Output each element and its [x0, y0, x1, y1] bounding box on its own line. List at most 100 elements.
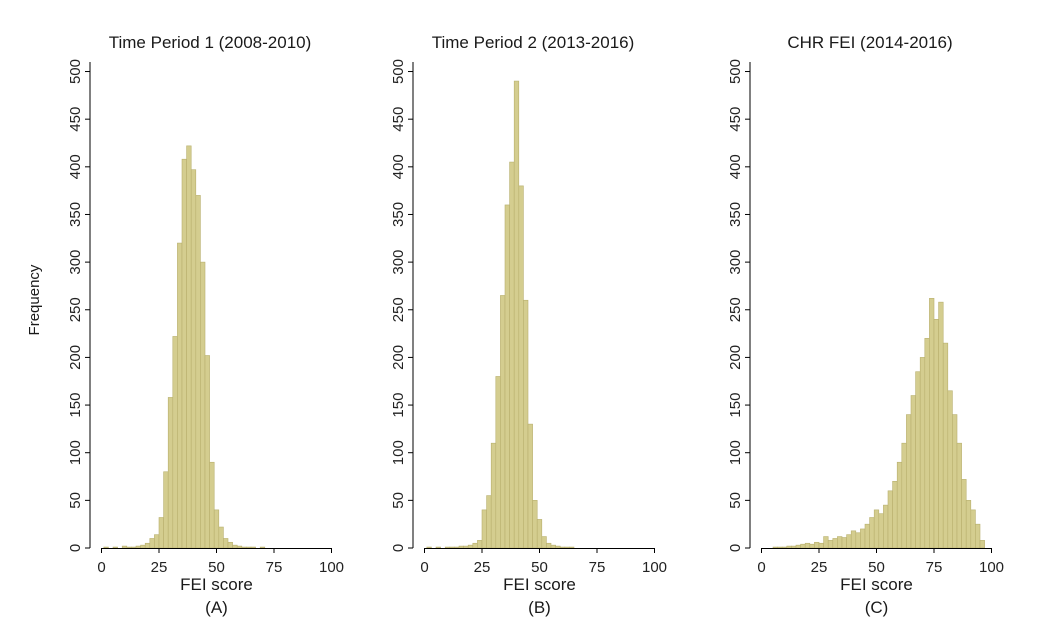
histogram-bar	[223, 538, 229, 549]
histogram-bar	[823, 536, 829, 549]
histogram-bar	[550, 544, 556, 549]
histogram-bar	[541, 536, 547, 549]
histogram-bar	[965, 500, 972, 549]
y-tick-label: 250	[390, 297, 407, 322]
histogram-bar	[454, 546, 460, 549]
histogram-bar	[555, 545, 561, 549]
y-tick-label: 400	[390, 154, 407, 179]
histogram-bar	[952, 414, 958, 549]
histogram-bar	[846, 534, 852, 549]
histogram-bar	[564, 546, 570, 549]
y-tick-label: 200	[67, 345, 84, 370]
histogram-bar	[536, 519, 543, 549]
histogram-bar	[463, 545, 469, 549]
y-axis-title: Frequency	[26, 264, 43, 335]
x-tick-label: 75	[589, 559, 606, 576]
histogram-bar	[509, 161, 515, 549]
histogram-bar	[477, 540, 483, 549]
y-tick-label: 200	[727, 345, 744, 370]
chart-title: Time Period 2 (2013-2016)	[432, 33, 635, 52]
y-tick-label: 500	[67, 59, 84, 84]
histogram-bar	[190, 169, 197, 549]
histogram-bar	[532, 500, 538, 549]
chart-title: Time Period 1 (2008-2010)	[109, 33, 312, 52]
x-tick-label: 25	[474, 559, 491, 576]
x-tick-label: 0	[97, 559, 105, 576]
histogram-bar	[204, 355, 210, 549]
histogram-bar	[426, 546, 432, 549]
histogram-bar	[236, 545, 243, 549]
histogram-bar	[149, 538, 155, 549]
histogram-bar	[892, 480, 898, 549]
histogram-bar	[154, 534, 160, 549]
panel-2: Time Period 2 (2013-2016)050100150200250…	[390, 15, 673, 617]
y-tick-label: 350	[67, 202, 84, 227]
histogram-bar	[163, 471, 169, 549]
histogram-bar	[814, 541, 820, 549]
x-tick-label: 50	[531, 559, 548, 576]
x-tick-label: 0	[420, 559, 428, 576]
y-tick-label: 400	[727, 154, 744, 179]
panel-background	[393, 15, 673, 563]
x-tick-label: 75	[926, 559, 943, 576]
histogram-bar	[523, 299, 529, 549]
histogram-bar	[772, 546, 778, 549]
histogram-bar	[864, 523, 870, 549]
y-tick-label: 50	[67, 492, 84, 509]
histogram-bar	[786, 545, 792, 549]
histogram-bar	[458, 545, 464, 549]
panel-background	[730, 15, 1010, 563]
histogram-bar	[126, 546, 132, 549]
histogram-bar	[500, 295, 506, 549]
histogram-bar	[938, 301, 944, 549]
x-tick-label: 25	[811, 559, 828, 576]
histogram-bar	[259, 546, 266, 549]
histogram-bar	[832, 538, 838, 549]
histogram-bar	[112, 546, 118, 549]
histogram-bar	[910, 395, 916, 549]
histogram-bar	[924, 338, 930, 549]
x-axis-title: FEI score	[503, 575, 576, 594]
histogram-bar	[495, 376, 501, 549]
histogram-bar	[896, 461, 903, 549]
y-tick-label: 350	[390, 202, 407, 227]
histogram-bar	[158, 517, 164, 549]
panel-label: (B)	[528, 598, 551, 617]
histogram-bar	[209, 461, 215, 549]
histogram-bar	[929, 298, 935, 549]
y-tick-label: 100	[390, 440, 407, 465]
x-tick-label: 50	[208, 559, 225, 576]
histogram-bar	[527, 423, 533, 549]
histogram-bar	[167, 397, 174, 549]
histogram-bar	[504, 204, 510, 549]
histogram-bar	[103, 546, 109, 549]
y-tick-label: 450	[727, 107, 744, 132]
histogram-bar	[970, 509, 976, 549]
x-tick-label: 25	[151, 559, 168, 576]
y-tick-label: 100	[727, 440, 744, 465]
x-tick-label: 100	[979, 559, 1004, 576]
y-tick-label: 200	[390, 345, 407, 370]
histogram-bar	[818, 542, 824, 549]
histogram-bar	[449, 546, 455, 549]
histogram-bar	[472, 542, 478, 549]
y-tick-label: 0	[727, 544, 744, 552]
y-tick-label: 400	[67, 154, 84, 179]
histogram-bar	[979, 540, 985, 549]
histogram-bar	[518, 185, 524, 549]
histogram-bar	[140, 544, 146, 549]
y-tick-label: 100	[67, 440, 84, 465]
x-axis-title: FEI score	[180, 575, 253, 594]
histogram-bar	[200, 261, 206, 549]
histogram-bar	[172, 336, 178, 549]
histogram-bar	[873, 509, 880, 549]
histogram-bar	[121, 545, 128, 549]
histogram-bar	[513, 80, 520, 549]
histogram-bar	[878, 513, 884, 549]
x-tick-label: 100	[319, 559, 344, 576]
histogram-bar	[841, 537, 847, 549]
histogram-bar	[837, 536, 843, 549]
histogram-bar	[827, 540, 834, 549]
panel-label: (A)	[205, 598, 228, 617]
